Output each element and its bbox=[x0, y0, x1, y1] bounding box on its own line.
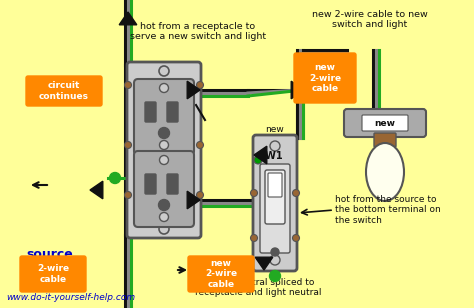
Circle shape bbox=[270, 141, 280, 151]
Circle shape bbox=[159, 213, 168, 221]
Circle shape bbox=[292, 189, 300, 197]
Text: source neutral spliced to
receptacle and light neutral: source neutral spliced to receptacle and… bbox=[195, 278, 321, 298]
FancyBboxPatch shape bbox=[260, 164, 290, 253]
FancyBboxPatch shape bbox=[134, 151, 194, 227]
Circle shape bbox=[159, 156, 168, 164]
Circle shape bbox=[197, 192, 203, 198]
FancyBboxPatch shape bbox=[188, 256, 254, 292]
Text: new
2-wire
cable: new 2-wire cable bbox=[309, 63, 341, 93]
FancyBboxPatch shape bbox=[362, 115, 408, 131]
Circle shape bbox=[250, 234, 257, 241]
Circle shape bbox=[109, 172, 120, 184]
Text: new: new bbox=[265, 125, 284, 134]
Circle shape bbox=[158, 128, 170, 139]
FancyBboxPatch shape bbox=[265, 170, 285, 224]
Text: www.do-it-yourself-help.com: www.do-it-yourself-help.com bbox=[6, 293, 135, 302]
Circle shape bbox=[270, 270, 281, 282]
Text: 2-wire
cable: 2-wire cable bbox=[37, 264, 69, 284]
Text: hot from a receptacle to
serve a new switch and light: hot from a receptacle to serve a new swi… bbox=[130, 22, 266, 41]
FancyBboxPatch shape bbox=[26, 76, 102, 106]
Polygon shape bbox=[255, 257, 273, 270]
Text: hot from the source to
the bottom terminal on
the switch: hot from the source to the bottom termin… bbox=[335, 195, 441, 225]
Polygon shape bbox=[187, 81, 200, 99]
Polygon shape bbox=[119, 12, 137, 25]
FancyBboxPatch shape bbox=[374, 133, 396, 147]
Text: circuit
continues: circuit continues bbox=[39, 81, 89, 101]
Polygon shape bbox=[254, 146, 267, 164]
FancyBboxPatch shape bbox=[145, 102, 156, 122]
Circle shape bbox=[270, 255, 280, 265]
FancyBboxPatch shape bbox=[145, 174, 156, 194]
Polygon shape bbox=[187, 191, 200, 209]
Circle shape bbox=[159, 140, 168, 149]
Text: new: new bbox=[374, 119, 395, 128]
Polygon shape bbox=[90, 181, 103, 199]
Text: new
2-wire
cable: new 2-wire cable bbox=[205, 259, 237, 289]
Text: SW1: SW1 bbox=[258, 151, 283, 161]
FancyBboxPatch shape bbox=[134, 79, 194, 155]
FancyBboxPatch shape bbox=[268, 173, 282, 197]
FancyBboxPatch shape bbox=[20, 256, 86, 292]
Circle shape bbox=[159, 83, 168, 92]
Circle shape bbox=[125, 82, 131, 88]
Circle shape bbox=[197, 82, 203, 88]
Circle shape bbox=[159, 66, 169, 76]
FancyBboxPatch shape bbox=[294, 53, 356, 103]
FancyBboxPatch shape bbox=[167, 174, 178, 194]
FancyBboxPatch shape bbox=[344, 109, 426, 137]
Circle shape bbox=[271, 248, 279, 256]
Circle shape bbox=[197, 141, 203, 148]
Circle shape bbox=[292, 234, 300, 241]
Text: new 2-wire cable to new
switch and light: new 2-wire cable to new switch and light bbox=[312, 10, 428, 29]
Ellipse shape bbox=[366, 143, 404, 201]
Circle shape bbox=[159, 224, 169, 234]
FancyBboxPatch shape bbox=[253, 135, 297, 271]
Polygon shape bbox=[291, 81, 304, 99]
FancyBboxPatch shape bbox=[167, 102, 178, 122]
Circle shape bbox=[250, 189, 257, 197]
Circle shape bbox=[254, 156, 262, 164]
Text: source: source bbox=[26, 248, 73, 261]
Circle shape bbox=[158, 200, 170, 210]
FancyBboxPatch shape bbox=[127, 62, 201, 238]
Circle shape bbox=[125, 192, 131, 198]
Circle shape bbox=[125, 141, 131, 148]
